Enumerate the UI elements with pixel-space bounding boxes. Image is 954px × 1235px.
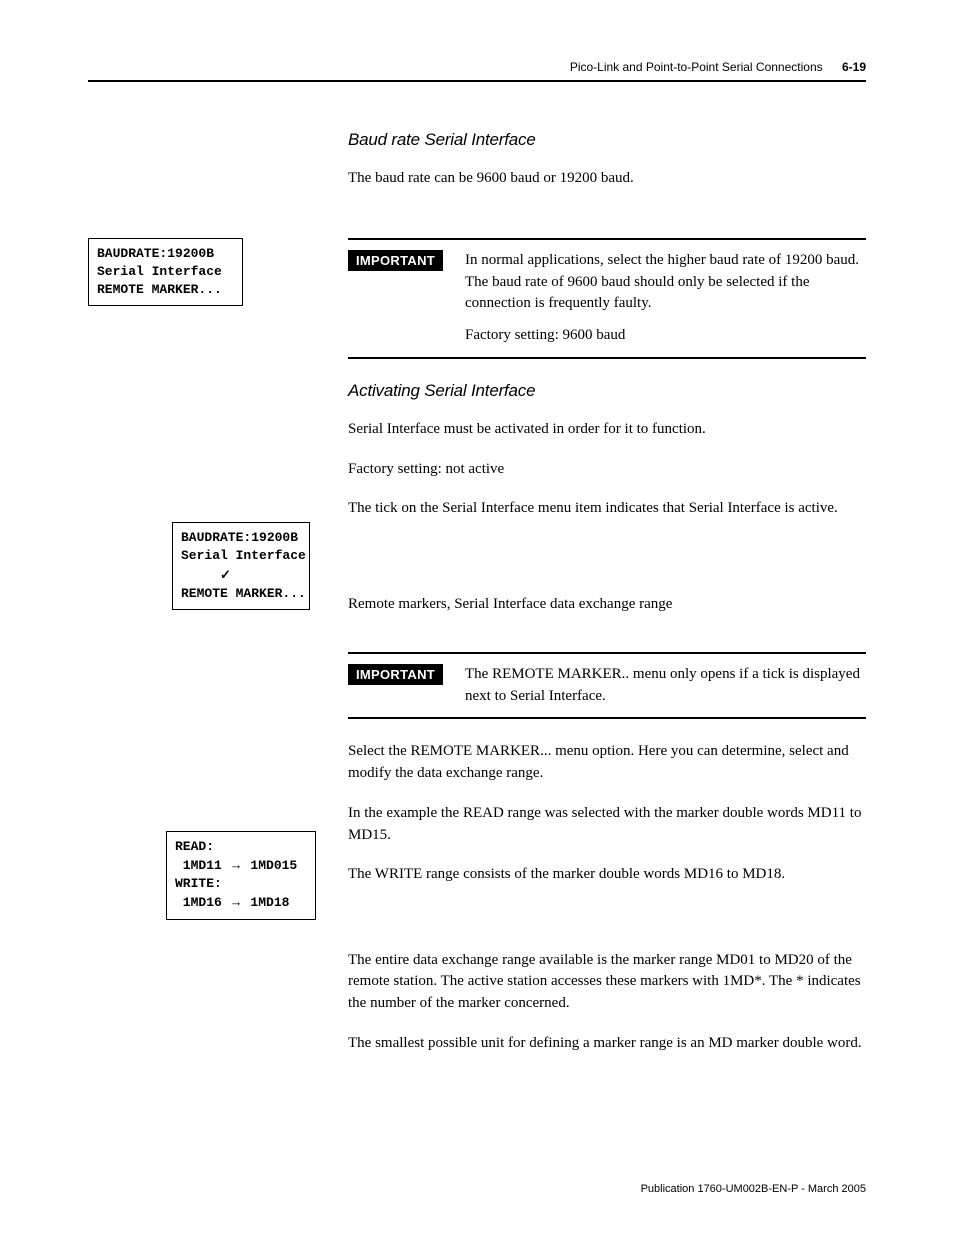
arrow-icon: → xyxy=(230,894,243,909)
body-para: Factory setting: not active xyxy=(348,459,866,481)
section-heading-baudrate: Baud rate Serial Interface xyxy=(348,130,866,150)
body-para: In the example the READ range was select… xyxy=(348,803,866,847)
tick-icon: ✓ xyxy=(220,567,231,582)
lcd-line: Serial Interface xyxy=(181,548,306,563)
body-para: The WRITE range consists of the marker d… xyxy=(348,864,866,886)
lcd-line: BAUDRATE:19200B xyxy=(181,530,298,545)
important-text: In normal applications, select the highe… xyxy=(465,250,866,347)
important-block-remote-marker: IMPORTANT The REMOTE MARKER.. menu only … xyxy=(348,652,866,720)
lcd-display-readwrite: READ: 1MD11 → 1MD015 WRITE: 1MD16 → 1MD1… xyxy=(166,831,316,920)
lcd-line: READ: xyxy=(175,839,214,854)
baudrate-intro: The baud rate can be 9600 baud or 19200 … xyxy=(348,168,866,190)
page-header: Pico-Link and Point-to-Point Serial Conn… xyxy=(88,60,866,82)
important-block-baudrate: IMPORTANT In normal applications, select… xyxy=(348,238,866,359)
lcd-display-baudrate: BAUDRATE:19200B Serial Interface REMOTE … xyxy=(88,238,243,307)
important-label: IMPORTANT xyxy=(348,250,443,271)
body-para: Select the REMOTE MARKER... menu option.… xyxy=(348,741,866,785)
lcd-line: 1MD11 → 1MD015 xyxy=(175,858,297,873)
body-para: The entire data exchange range available… xyxy=(348,950,866,1015)
important-para: In normal applications, select the highe… xyxy=(465,250,866,315)
section-heading-activating: Activating Serial Interface xyxy=(348,381,866,401)
body-para: The tick on the Serial Interface menu it… xyxy=(348,498,866,520)
arrow-icon: → xyxy=(230,857,243,872)
lcd-line: ✓ xyxy=(181,568,231,583)
important-label: IMPORTANT xyxy=(348,664,443,685)
lcd-line: 1MD16 → 1MD18 xyxy=(175,895,289,910)
lcd-line: REMOTE MARKER... xyxy=(181,586,306,601)
lcd-line: REMOTE MARKER... xyxy=(97,282,222,297)
important-text: The REMOTE MARKER.. menu only opens if a… xyxy=(465,664,866,708)
body-para: Serial Interface must be activated in or… xyxy=(348,419,866,441)
lcd-line: Serial Interface xyxy=(97,264,222,279)
important-para: The REMOTE MARKER.. menu only opens if a… xyxy=(465,664,866,708)
lcd-line: BAUDRATE:19200B xyxy=(97,246,214,261)
important-para: Factory setting: 9600 baud xyxy=(465,325,866,347)
page-number: 6-19 xyxy=(842,60,866,74)
body-para: Remote markers, Serial Interface data ex… xyxy=(348,594,866,616)
lcd-display-activated: BAUDRATE:19200B Serial Interface ✓ REMOT… xyxy=(172,522,310,610)
body-para: The smallest possible unit for defining … xyxy=(348,1033,866,1055)
header-title: Pico-Link and Point-to-Point Serial Conn… xyxy=(570,60,823,74)
lcd-line: WRITE: xyxy=(175,876,222,891)
page-footer: Publication 1760-UM002B-EN-P - March 200… xyxy=(641,1183,866,1195)
